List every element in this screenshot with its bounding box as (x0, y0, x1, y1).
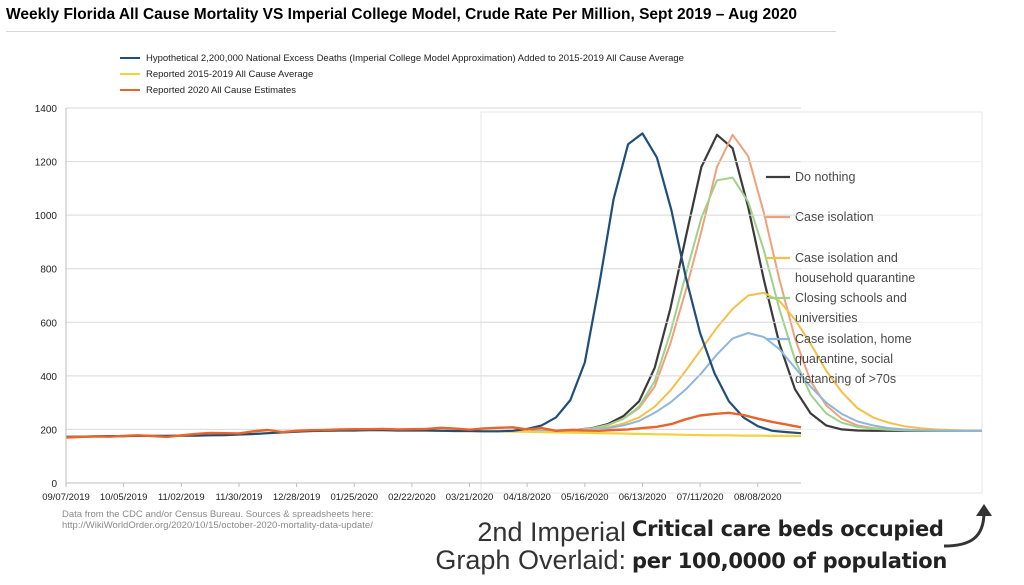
legend-swatch-hypothetical (120, 57, 140, 59)
legend-swatch-reported-2020 (120, 89, 140, 91)
y-tick-label: 1000 (35, 211, 58, 222)
legend-swatch-average (120, 73, 140, 75)
x-tick-label: 05/16/2020 (561, 492, 609, 503)
x-tick-label: 08/08/2020 (734, 492, 782, 503)
y-tick-label: 1400 (35, 104, 58, 115)
y-tick-label: 800 (40, 265, 57, 276)
beds-caption-line1: Critical care beds occupied (632, 517, 944, 541)
overlay-series-line (530, 332, 982, 432)
chart-legend: Hypothetical 2,200,000 National Excess D… (120, 50, 684, 98)
legend-item-hypothetical: Hypothetical 2,200,000 National Excess D… (120, 50, 684, 66)
y-tick-label: 600 (40, 318, 57, 329)
beds-caption-line2: per 100,0000 of population (632, 549, 948, 573)
chart-axes: 0 200 400 600 800 1000 1200 1400 09/07/2019 10/05… (35, 104, 801, 503)
y-tick-label: 400 (40, 372, 57, 383)
overlay-caption: 2nd Imperial Graph Overlaid: (404, 518, 626, 574)
overlay-caption-line2: Graph Overlaid: (435, 545, 626, 575)
chart-title: Weekly Florida All Cause Mortality VS Im… (6, 6, 798, 23)
y-tick-label: 0 (51, 479, 57, 490)
x-tick-label: 06/13/2020 (619, 492, 667, 503)
x-tick-label: 03/21/2020 (446, 492, 494, 503)
x-tick-label: 04/18/2020 (503, 492, 551, 503)
chart-series (65, 132, 802, 439)
legend-item-reported-2020: Reported 2020 All Cause Estimates (120, 82, 684, 98)
x-tick-label: 09/07/2019 (42, 492, 90, 503)
beds-caption: Critical care beds occupied per 100,0000… (632, 513, 947, 577)
overlay-caption-line1: 2nd Imperial (477, 517, 626, 547)
x-tick-label: 10/05/2019 (100, 492, 148, 503)
legend-item-average: Reported 2015-2019 All Cause Average (120, 66, 684, 82)
source-note: Data from the CDC and/or Census Bureau. … (62, 509, 374, 531)
overlay-legend-label: household quarantine (795, 271, 915, 285)
x-tick-label: 07/11/2020 (677, 492, 724, 503)
overlay-legend-label: Case isolation and (795, 251, 898, 265)
x-tick-label: 11/30/2019 (216, 492, 263, 503)
x-tick-label: 11/02/2019 (158, 492, 205, 503)
overlay-legend-label: Case isolation, home (795, 332, 912, 346)
legend-label-hypothetical: Hypothetical 2,200,000 National Excess D… (146, 52, 684, 64)
x-tick-label: 02/22/2020 (388, 492, 436, 503)
overlay-legend-label: universities (795, 311, 858, 325)
legend-label-reported-2020: Reported 2020 All Cause Estimates (146, 84, 296, 96)
y-tick-label: 200 (40, 425, 57, 436)
overlay-legend-label: Do nothing (795, 170, 856, 184)
overlay-legend-label: Closing schools and (795, 291, 907, 305)
x-tick-label: 12/28/2019 (273, 492, 321, 503)
source-note-line2: http://WikiWorldOrder.org/2020/10/15/oct… (62, 520, 373, 531)
legend-label-average: Reported 2015-2019 All Cause Average (146, 68, 314, 80)
overlay-legend-label: distancing of >70s (795, 372, 896, 386)
y-tick-label: 1200 (35, 158, 58, 169)
title-divider (6, 31, 836, 32)
overlay-legend-label: Case isolation (795, 210, 874, 224)
overlay-legend-label: quarantine, social (795, 352, 893, 366)
series-line (65, 411, 802, 439)
x-tick-label: 01/25/2020 (330, 492, 378, 503)
source-note-line1: Data from the CDC and/or Census Bureau. … (62, 509, 374, 520)
curved-arrow-icon (943, 504, 992, 548)
